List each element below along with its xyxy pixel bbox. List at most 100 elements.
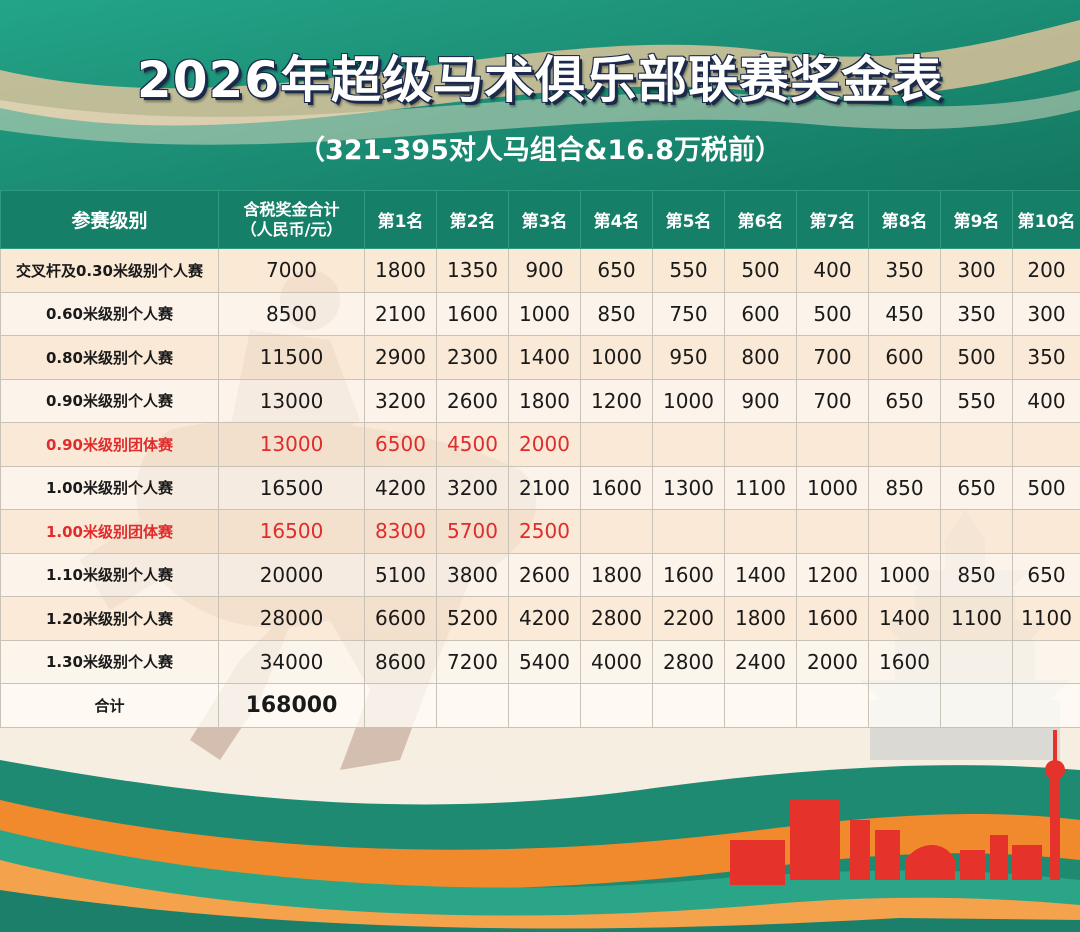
cell-prize: 4200	[364, 465, 437, 510]
header-rank: 第1名	[364, 190, 437, 249]
cell-level: 0.80米级别个人赛	[0, 335, 219, 380]
cell-prize: 650	[868, 378, 941, 423]
table-row: 1.00米级别团体赛 16500 8300 5700 2500	[0, 509, 1080, 554]
cell-empty	[724, 683, 797, 728]
cell-prize: 2900	[364, 335, 437, 380]
cell-prize: 1100	[940, 596, 1013, 641]
cell-total: 20000	[218, 552, 365, 597]
header-rank: 第8名	[868, 190, 941, 249]
cell-prize: 1100	[1012, 596, 1080, 641]
cell-prize	[580, 422, 653, 467]
cell-prize: 5400	[508, 639, 581, 684]
cell-prize: 6600	[364, 596, 437, 641]
cell-level: 0.90米级别个人赛	[0, 378, 219, 423]
cell-prize: 2000	[508, 422, 581, 467]
cell-level: 0.60米级别个人赛	[0, 291, 219, 336]
header-rank: 第2名	[436, 190, 509, 249]
cell-prize	[796, 422, 869, 467]
cell-total: 13000	[218, 378, 365, 423]
cell-prize: 1600	[796, 596, 869, 641]
cell-prize: 1800	[364, 248, 437, 293]
cell-prize: 850	[868, 465, 941, 510]
cell-empty	[940, 683, 1013, 728]
cell-prize: 8600	[364, 639, 437, 684]
cell-prize: 1200	[580, 378, 653, 423]
header-rank: 第3名	[508, 190, 581, 249]
cell-prize: 700	[796, 335, 869, 380]
cell-prize	[724, 422, 797, 467]
cell-prize	[1012, 422, 1080, 467]
cell-empty	[364, 683, 437, 728]
cell-prize	[796, 509, 869, 554]
cell-prize: 500	[1012, 465, 1080, 510]
prize-table: 参赛级别 含税奖金合计 （人民币/元） 第1名 第2名 第3名 第4名 第5名 …	[0, 190, 1080, 728]
cell-prize	[1012, 639, 1080, 684]
header-total-line2: （人民币/元）	[240, 219, 343, 239]
cell-prize: 1350	[436, 248, 509, 293]
header-rank: 第6名	[724, 190, 797, 249]
cell-prize: 850	[580, 291, 653, 336]
cell-prize: 350	[1012, 335, 1080, 380]
cell-prize: 1800	[724, 596, 797, 641]
cell-total: 16500	[218, 509, 365, 554]
cell-prize: 1100	[724, 465, 797, 510]
cell-level: 0.90米级别团体赛	[0, 422, 219, 467]
table-body: 交叉杆及0.30米级别个人赛 7000 1800 1350 900 650 550 500 40…	[0, 248, 1080, 728]
cell-prize: 8300	[364, 509, 437, 554]
cell-prize: 4200	[508, 596, 581, 641]
cell-empty	[580, 683, 653, 728]
cell-prize: 4000	[580, 639, 653, 684]
table-row: 1.30米级别个人赛 34000 8600 7200 5400 4000 2800 2400 2…	[0, 639, 1080, 684]
cell-prize: 900	[724, 378, 797, 423]
cell-prize: 2100	[508, 465, 581, 510]
cell-prize	[652, 509, 725, 554]
cell-level: 1.10米级别个人赛	[0, 552, 219, 597]
header-rank: 第5名	[652, 190, 725, 249]
cell-empty	[796, 683, 869, 728]
cell-empty	[436, 683, 509, 728]
cell-prize: 6500	[364, 422, 437, 467]
cell-prize: 200	[1012, 248, 1080, 293]
cell-prize: 1300	[652, 465, 725, 510]
cell-prize: 1600	[652, 552, 725, 597]
cell-total: 7000	[218, 248, 365, 293]
cell-prize: 950	[652, 335, 725, 380]
cell-empty	[508, 683, 581, 728]
cell-prize	[580, 509, 653, 554]
cell-prize	[940, 639, 1013, 684]
cell-prize: 2100	[364, 291, 437, 336]
cell-prize: 2800	[580, 596, 653, 641]
cell-prize: 300	[940, 248, 1013, 293]
cell-sum-total: 168000	[218, 683, 365, 728]
cell-prize: 350	[868, 248, 941, 293]
table-row: 1.20米级别个人赛 28000 6600 5200 4200 2800 2200 1800 1…	[0, 596, 1080, 641]
cell-level: 交叉杆及0.30米级别个人赛	[0, 248, 219, 293]
cell-prize: 2200	[652, 596, 725, 641]
cell-prize: 400	[796, 248, 869, 293]
cell-prize: 1600	[868, 639, 941, 684]
cell-prize: 850	[940, 552, 1013, 597]
table-row-sum: 合计 168000	[0, 683, 1080, 728]
table-row: 0.60米级别个人赛 8500 2100 1600 1000 850 750 600 500 45…	[0, 291, 1080, 336]
cell-prize: 400	[1012, 378, 1080, 423]
cell-prize: 750	[652, 291, 725, 336]
cell-prize: 550	[652, 248, 725, 293]
cell-prize: 3800	[436, 552, 509, 597]
cell-prize	[1012, 509, 1080, 554]
cell-prize: 500	[940, 335, 1013, 380]
cell-prize	[652, 422, 725, 467]
cell-empty	[652, 683, 725, 728]
cell-prize: 2800	[652, 639, 725, 684]
cell-total: 11500	[218, 335, 365, 380]
cell-prize: 3200	[364, 378, 437, 423]
cell-prize: 1400	[508, 335, 581, 380]
page-title: 2026年超级马术俱乐部联赛奖金表	[136, 51, 944, 109]
cell-prize: 1800	[580, 552, 653, 597]
cell-prize: 1000	[508, 291, 581, 336]
header-total-line1: 含税奖金合计	[243, 199, 340, 219]
cell-prize: 800	[724, 335, 797, 380]
cell-prize: 500	[796, 291, 869, 336]
cell-level: 1.00米级别团体赛	[0, 509, 219, 554]
cell-prize: 2400	[724, 639, 797, 684]
cell-prize: 1400	[724, 552, 797, 597]
